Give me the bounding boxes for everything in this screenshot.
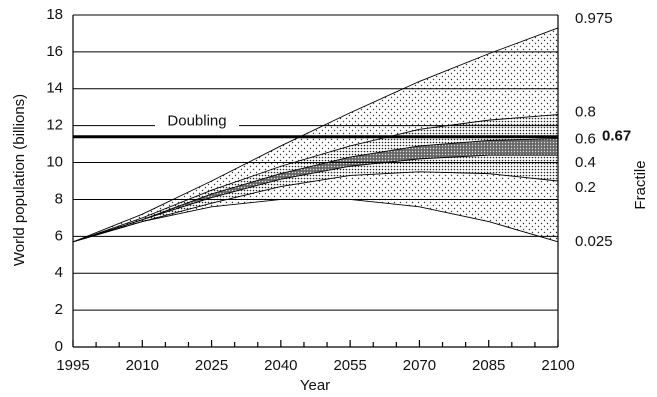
y-tick-label: 16: [46, 43, 63, 60]
doubling-fractile: 0.67: [602, 128, 631, 145]
x-tick-label: 2100: [541, 357, 574, 374]
fractile-line: [72, 27, 559, 243]
fractile-band: [73, 138, 558, 242]
doubling-label-bg: [155, 112, 239, 131]
fractile-line: [72, 154, 558, 243]
x-tick-label: 2025: [195, 357, 228, 374]
y-tick-label: 12: [46, 117, 63, 134]
y-tick-label: 4: [55, 264, 63, 281]
y-tick-label: 0: [55, 338, 63, 355]
x-tick-label: 2040: [264, 357, 297, 374]
fractile-label: 0.025: [575, 233, 613, 250]
y2-axis-label: Fractile: [632, 160, 649, 209]
y-tick-label: 14: [46, 80, 63, 97]
x-axis-label: Year: [300, 377, 330, 394]
x-tick-label: 2085: [472, 357, 505, 374]
fractile-line: [72, 198, 559, 243]
fractile-line: [72, 171, 559, 243]
y-tick-label: 2: [55, 301, 63, 318]
y-tick-label: 6: [55, 227, 63, 244]
y-tick-label: 18: [46, 6, 63, 23]
x-tick-label: 2070: [403, 357, 436, 374]
fractile-label: 0.975: [575, 10, 613, 27]
fractile-line: [72, 114, 559, 243]
fractile-label: 0.8: [575, 104, 596, 121]
x-tick-label: 1995: [56, 357, 89, 374]
y-tick-label: 8: [55, 190, 63, 207]
fractile-band: [73, 27, 558, 242]
x-tick-label: 2010: [126, 357, 159, 374]
fractile-label: 0.4: [575, 154, 596, 171]
fractile-label: 0.2: [575, 179, 596, 196]
fractile-line: [72, 138, 559, 243]
doubling-label: Doubling: [167, 113, 226, 130]
fractile-label: 0.6: [575, 131, 596, 148]
x-tick-label: 2055: [333, 357, 366, 374]
y-axis-label: World population (billions): [11, 94, 28, 266]
y-tick-label: 10: [46, 154, 63, 171]
